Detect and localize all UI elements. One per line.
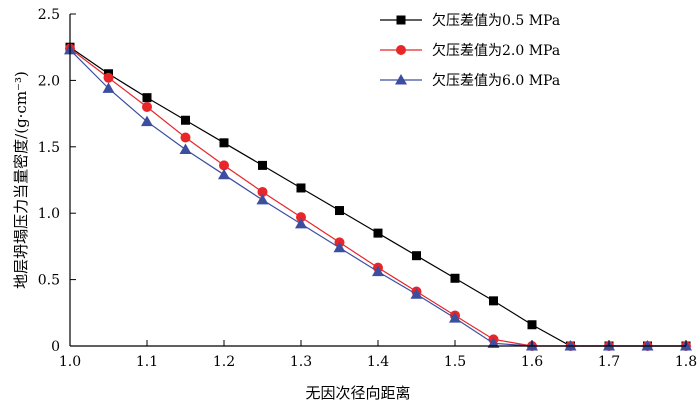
- data-point: [180, 132, 191, 143]
- series-line-2: [69, 48, 686, 347]
- legend-marker: [395, 74, 407, 85]
- data-point: [489, 296, 498, 306]
- x-tick-label: 1.4: [367, 354, 389, 370]
- y-tick-label: 1.5: [38, 140, 60, 156]
- data-point: [256, 193, 269, 205]
- x-tick-label: 1.5: [444, 354, 466, 370]
- series-3: [64, 43, 692, 351]
- data-point: [373, 228, 383, 238]
- y-tick-label: 2.0: [38, 73, 60, 89]
- series-line-1: [69, 46, 686, 347]
- series-line-3: [69, 49, 686, 347]
- data-point: [296, 183, 306, 193]
- legend-item: 欠压差值为2.0 MPa: [380, 43, 560, 59]
- series-layer: [64, 42, 692, 351]
- axes-layer: 1.0 1.1 1.2 1.3 1.4 1.5 1.6 1.7 1.8 0 0.5 1.0 1.5 2.0…: [12, 7, 697, 402]
- y-tick-label: 2.5: [38, 7, 60, 23]
- data-point: [218, 168, 230, 180]
- x-tick-label: 1.7: [598, 354, 620, 370]
- x-tick-label: 1.3: [290, 354, 312, 370]
- data-point: [219, 138, 229, 148]
- data-point: [219, 160, 229, 171]
- data-point: [641, 340, 654, 351]
- data-point: [257, 186, 268, 197]
- legend-item: 欠压差值为0.5 MPa: [380, 13, 560, 29]
- series-1: [65, 42, 691, 351]
- data-point: [142, 101, 152, 112]
- data-point: [102, 82, 115, 93]
- x-axis-title: 无因次径向距离: [305, 384, 410, 402]
- data-point: [372, 265, 384, 277]
- legend-item: 欠压差值为6.0 MPa: [380, 73, 560, 89]
- legend-marker: [396, 15, 406, 25]
- x-tick-label: 1.2: [213, 354, 235, 370]
- data-point: [412, 251, 421, 261]
- y-tick-label: 1.0: [38, 206, 60, 222]
- data-point: [333, 241, 346, 253]
- x-tick-label: 1.0: [59, 354, 81, 370]
- legend-marker: [396, 45, 406, 55]
- x-tick-label: 1.6: [521, 354, 543, 370]
- y-tick-label: 0: [51, 339, 60, 355]
- legend-label: 欠压差值为2.0 MPa: [432, 43, 560, 59]
- data-point: [103, 72, 114, 83]
- data-point: [258, 160, 267, 170]
- data-point: [181, 115, 190, 125]
- legend-label: 欠压差值为6.0 MPa: [432, 73, 560, 89]
- data-point: [335, 206, 344, 216]
- y-tick-label: 0.5: [38, 273, 60, 289]
- data-point: [410, 288, 423, 299]
- x-tick-label: 1.1: [136, 354, 158, 370]
- x-tick-label: 1.8: [675, 354, 697, 370]
- data-point: [564, 340, 577, 351]
- data-point: [141, 115, 153, 127]
- series-2: [65, 43, 691, 351]
- data-point: [142, 93, 152, 103]
- legend: 欠压差值为0.5 MPa 欠压差值为2.0 MPa 欠压差值为6.0 MPa: [380, 13, 560, 89]
- data-point: [179, 143, 192, 154]
- data-point: [295, 217, 307, 229]
- data-point: [527, 320, 537, 330]
- y-axis-title: 地层坍塌压力当量密度/(g·cm⁻³): [12, 71, 30, 289]
- data-point: [450, 273, 460, 283]
- data-point: [296, 212, 306, 223]
- data-point: [487, 337, 500, 348]
- legend-label: 欠压差值为0.5 MPa: [432, 13, 560, 29]
- data-point: [449, 312, 461, 323]
